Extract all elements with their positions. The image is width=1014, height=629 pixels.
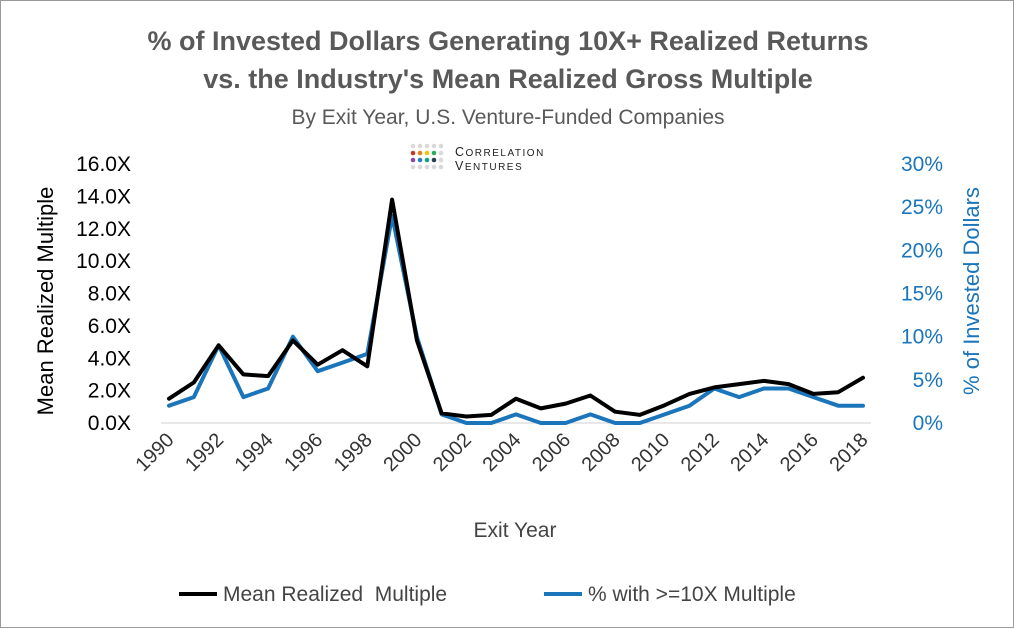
- y-left-tick-label: 10.0X: [76, 250, 131, 273]
- correlation-ventures-logo: [410, 143, 444, 170]
- logo-dot: [438, 143, 444, 149]
- logo-dot: [417, 150, 423, 156]
- logo-dot: [417, 157, 423, 163]
- logo-dot: [424, 143, 430, 149]
- logo-dot: [438, 157, 444, 163]
- y-left-tick-label: 0.0X: [88, 412, 131, 435]
- logo-text-line2: VENTURES: [455, 159, 523, 173]
- x-axis-ticks: 1990 1992 1994 1996 1998 2000 2002 2004 2006 2008…: [132, 429, 873, 476]
- x-tick-label: 1998: [330, 429, 377, 476]
- y-left-tick-label: 6.0X: [88, 315, 131, 338]
- chart-title-line2: vs. the Industry's Mean Realized Gross M…: [203, 64, 813, 94]
- y-right-tick-label: 15%: [901, 283, 943, 306]
- logo-dot: [431, 143, 437, 149]
- y-axis-right-ticks: 0% 5% 10% 15% 20% 25% 30%: [901, 153, 943, 435]
- logo-dot: [410, 143, 416, 149]
- logo-dot: [431, 150, 437, 156]
- y-left-tick-label: 12.0X: [76, 218, 131, 241]
- y-right-tick-label: 5%: [913, 369, 943, 392]
- chart-title-line1: % of Invested Dollars Generating 10X+ Re…: [148, 26, 869, 56]
- logo-dot: [431, 164, 437, 170]
- logo-text-line1: CORRELATION: [455, 145, 545, 159]
- y-right-tick-label: 10%: [901, 326, 943, 349]
- x-tick-label: 1990: [132, 429, 179, 476]
- logo-dot: [410, 157, 416, 163]
- x-tick-label: 1992: [181, 429, 228, 476]
- y-right-tick-label: 20%: [901, 239, 943, 262]
- legend-label-percent: % with >=10X Multiple: [588, 583, 796, 606]
- x-tick-label: 2004: [479, 429, 526, 476]
- x-axis-label: Exit Year: [474, 519, 557, 542]
- y-left-tick-label: 2.0X: [88, 380, 131, 403]
- x-tick-label: 2010: [627, 429, 674, 476]
- x-tick-label: 2008: [578, 429, 625, 476]
- x-tick-label: 1996: [280, 429, 327, 476]
- chart-subtitle: By Exit Year, U.S. Venture-Funded Compan…: [291, 106, 724, 129]
- x-tick-label: 2012: [677, 429, 724, 476]
- legend-label-multiple: Mean Realized Multiple: [223, 583, 447, 606]
- y-right-tick-label: 30%: [901, 153, 943, 176]
- series-line-mean-multiple: [167, 197, 865, 419]
- x-tick-label: 2014: [726, 429, 773, 476]
- y-left-tick-label: 8.0X: [88, 283, 131, 306]
- logo-dot: [417, 143, 423, 149]
- y-left-tick-label: 16.0X: [76, 153, 131, 176]
- x-tick-label: 2006: [528, 429, 575, 476]
- logo-line2: ENTURES: [465, 162, 523, 173]
- logo-dot: [417, 164, 423, 170]
- y-left-tick-label: 14.0X: [76, 185, 131, 208]
- logo-dot: [424, 157, 430, 163]
- series-lines: [167, 197, 865, 425]
- y-axis-left-label: Mean Realized Multiple: [33, 187, 58, 416]
- x-tick-label: 1994: [231, 429, 278, 476]
- y-right-tick-label: 0%: [913, 412, 943, 435]
- y-left-tick-label: 4.0X: [88, 347, 131, 370]
- legend: Mean Realized Multiple % with >=10X Mult…: [179, 583, 796, 606]
- logo-line1: ORRELATION: [466, 148, 545, 159]
- logo-dot: [438, 150, 444, 156]
- y-axis-left-ticks: 0.0X 2.0X 4.0X 6.0X 8.0X 10.0X 12.0X 14.0X 16.0X: [76, 153, 131, 435]
- logo-dot: [438, 164, 444, 170]
- x-tick-label: 2016: [776, 429, 823, 476]
- x-tick-label: 2002: [429, 429, 476, 476]
- y-axis-right-label: % of Invested Dollars: [959, 187, 984, 395]
- series-line-percent-10x: [167, 213, 865, 425]
- logo-dot: [410, 164, 416, 170]
- logo-dot: [410, 150, 416, 156]
- x-tick-label: 2018: [826, 429, 873, 476]
- logo-dot: [431, 157, 437, 163]
- logo-dot: [424, 164, 430, 170]
- y-right-tick-label: 25%: [901, 196, 943, 219]
- x-tick-label: 2000: [379, 429, 426, 476]
- logo-dot: [424, 150, 430, 156]
